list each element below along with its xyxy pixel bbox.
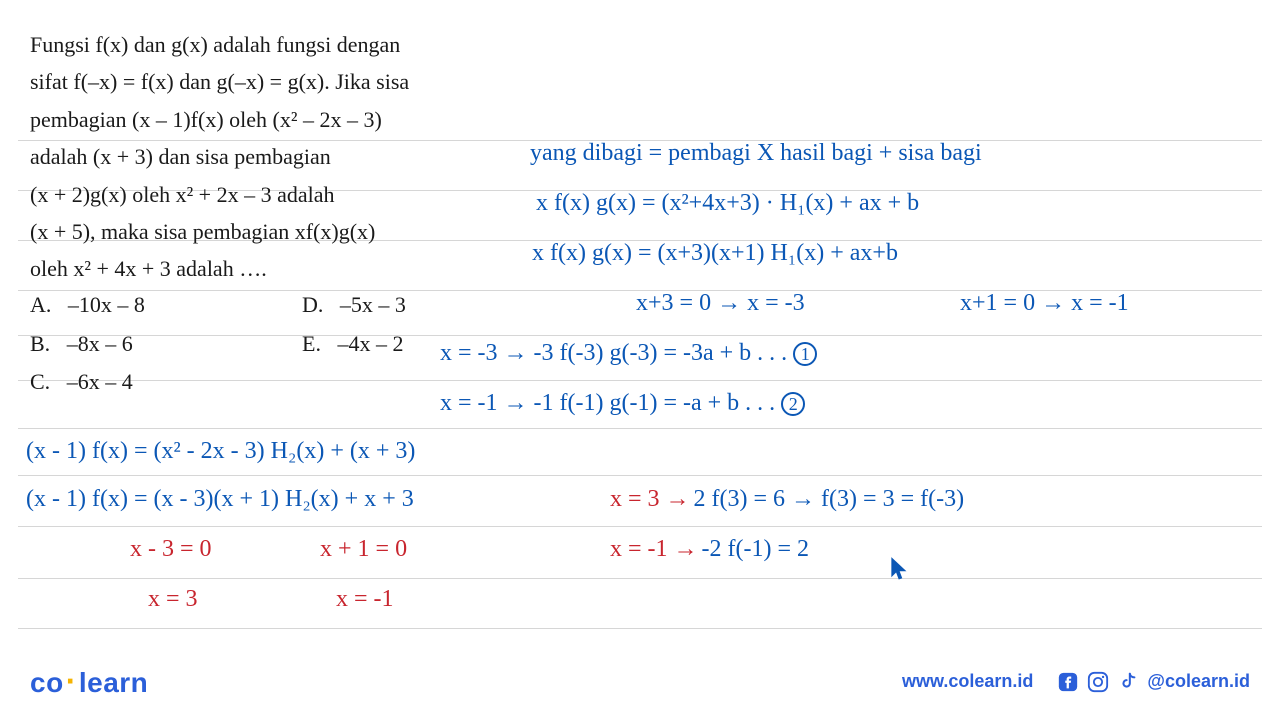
circled-2-icon: 2 bbox=[781, 392, 805, 416]
hw-sub-x3: x = 3 → 2 f(3) = 6 → f(3) = 3 = f(-3) bbox=[610, 486, 964, 513]
option-d-text: –5x – 3 bbox=[340, 292, 406, 317]
hw-sub-eq2: x = -1 → -1 f(-1) g(-1) = -a + b . . . 2 bbox=[440, 390, 805, 417]
rule-line bbox=[18, 578, 1262, 579]
hw-equation: (x - 1) f(x) = (x - 3)(x + 1) H₂(x) + x … bbox=[26, 486, 414, 513]
logo-dot-icon: · bbox=[64, 663, 79, 699]
problem-text: Fungsi f(x) dan g(x) adalah fungsi denga… bbox=[30, 26, 540, 288]
footer-handle[interactable]: @colearn.id bbox=[1147, 671, 1250, 692]
logo-learn: learn bbox=[79, 667, 148, 698]
hw-division-rule: yang dibagi = pembagi X hasil bagi + sis… bbox=[530, 140, 982, 167]
option-b: B. –8x – 6 bbox=[30, 325, 206, 364]
option-c: C. –6x – 4 bbox=[30, 363, 206, 402]
hw-equation: (x - 1) f(x) = (x² - 2x - 3) H₂(x) + (x … bbox=[26, 438, 415, 465]
hw-text: x = 3 → bbox=[610, 486, 690, 512]
hw-root-red: x - 3 = 0 bbox=[130, 536, 212, 563]
hw-text: x = -1 → bbox=[610, 536, 698, 562]
hw-equation: x f(x) g(x) = (x²+4x+3) · H₁(x) + ax + b bbox=[536, 190, 919, 217]
problem-line: pembagian (x – 1)f(x) oleh (x² – 2x – 3) bbox=[30, 101, 540, 138]
rule-line bbox=[18, 628, 1262, 629]
option-b-text: –8x – 6 bbox=[67, 331, 133, 356]
hw-text: 2 f(3) = 6 → f(3) = 3 = f(-3) bbox=[694, 486, 965, 512]
circled-1-icon: 1 bbox=[793, 342, 817, 366]
hw-text: -2 f(-1) = 2 bbox=[702, 536, 810, 562]
hw-root: x+1 = 0 → x = -1 bbox=[960, 290, 1129, 317]
mouse-cursor-icon bbox=[890, 556, 908, 582]
tiktok-icon[interactable] bbox=[1117, 671, 1139, 693]
facebook-icon[interactable] bbox=[1057, 671, 1079, 693]
problem-line: (x + 5), maka sisa pembagian xf(x)g(x) bbox=[30, 213, 540, 250]
hw-equation: x f(x) g(x) = (x+3)(x+1) H₁(x) + ax+b bbox=[532, 240, 898, 267]
social-icons: @colearn.id bbox=[1057, 671, 1250, 693]
option-a-text: –10x – 8 bbox=[68, 292, 145, 317]
option-d: D. –5x – 3 bbox=[302, 286, 478, 325]
problem-line: (x + 2)g(x) oleh x² + 2x – 3 adalah bbox=[30, 176, 540, 213]
hw-text: x = -1 → -1 f(-1) g(-1) = -a + b . . . bbox=[440, 390, 781, 416]
rule-line bbox=[18, 475, 1262, 476]
option-a: A. –10x – 8 bbox=[30, 286, 206, 325]
colearn-logo: co·learn bbox=[30, 663, 148, 700]
footer-right: www.colearn.id @colearn.id bbox=[902, 671, 1250, 693]
hw-root-red: x = -1 bbox=[336, 586, 394, 613]
hw-text: x = -3 → -3 f(-3) g(-3) = -3a + b . . . bbox=[440, 340, 793, 366]
rule-line bbox=[18, 526, 1262, 527]
hw-sub-eq1: x = -3 → -3 f(-3) g(-3) = -3a + b . . . … bbox=[440, 340, 817, 367]
problem-line: adalah (x + 3) dan sisa pembagian bbox=[30, 138, 540, 175]
option-c-text: –6x – 4 bbox=[67, 369, 133, 394]
answer-options: A. –10x – 8 D. –5x – 3 B. –8x – 6 E. –4x… bbox=[30, 286, 478, 402]
page: Fungsi f(x) dan g(x) adalah fungsi denga… bbox=[0, 0, 1280, 720]
hw-sub-xm1: x = -1 → -2 f(-1) = 2 bbox=[610, 536, 809, 563]
problem-line: sifat f(–x) = f(x) dan g(–x) = g(x). Jik… bbox=[30, 63, 540, 100]
logo-co: co bbox=[30, 667, 64, 698]
rule-line bbox=[18, 428, 1262, 429]
problem-line: Fungsi f(x) dan g(x) adalah fungsi denga… bbox=[30, 26, 540, 63]
problem-line: oleh x² + 4x + 3 adalah …. bbox=[30, 250, 540, 287]
footer: co·learn www.colearn.id @colearn.id bbox=[30, 663, 1250, 700]
hw-root-red: x + 1 = 0 bbox=[320, 536, 407, 563]
instagram-icon[interactable] bbox=[1087, 671, 1109, 693]
option-e-text: –4x – 2 bbox=[337, 331, 403, 356]
footer-url[interactable]: www.colearn.id bbox=[902, 671, 1033, 692]
hw-root-red: x = 3 bbox=[148, 586, 198, 613]
hw-root: x+3 = 0 → x = -3 bbox=[636, 290, 805, 317]
